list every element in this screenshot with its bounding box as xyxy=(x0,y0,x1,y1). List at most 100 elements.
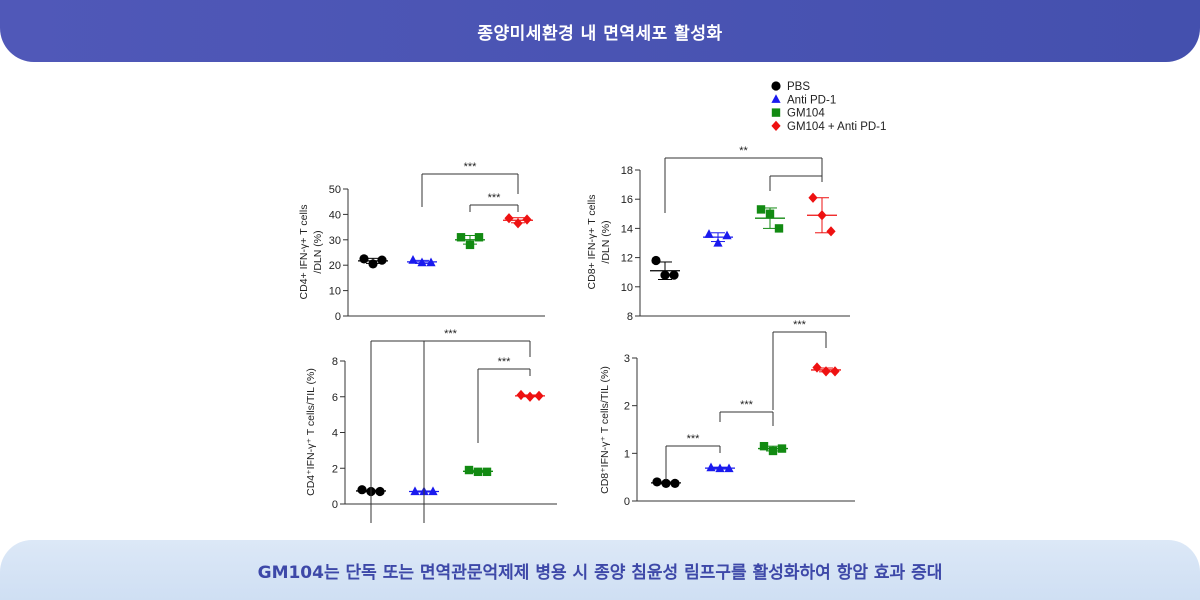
y-tick-label: 1 xyxy=(624,448,630,460)
chart-3: 0 2 4 6 8 CD4⁺IFN-γ⁺ T cells/TIL (%) *** *** xyxy=(305,328,557,523)
data-point xyxy=(504,213,514,224)
header-banner: 종양미세환경 내 면역세포 활성화 xyxy=(0,0,1200,62)
data-point xyxy=(826,226,836,237)
data-point xyxy=(465,240,475,250)
data-point xyxy=(661,478,671,488)
y-tick-label: 8 xyxy=(627,311,633,323)
data-point xyxy=(426,257,436,267)
data-point xyxy=(473,467,483,477)
data-point xyxy=(368,259,378,269)
significance-label: *** xyxy=(464,161,478,173)
legend-marker-2 xyxy=(771,108,781,117)
data-point xyxy=(817,210,827,221)
data-point xyxy=(513,218,523,229)
y-tick-label: 2 xyxy=(624,401,630,413)
significance-label: *** xyxy=(687,433,701,445)
y-tick-label: 12 xyxy=(621,253,633,265)
y-tick-label: 20 xyxy=(329,260,341,272)
data-point xyxy=(660,270,670,280)
y-tick-label: 0 xyxy=(624,496,630,508)
y-tick-label: 0 xyxy=(335,311,341,323)
y-tick-label: 2 xyxy=(332,463,338,475)
data-point xyxy=(464,465,474,475)
data-point xyxy=(756,205,766,214)
chart-1: 0 10 20 30 40 50 CD4+ IFN-γ+ T cells/DLN (%) **… xyxy=(298,161,545,323)
data-point xyxy=(765,209,775,218)
chart-4: 0 1 2 3 CD8⁺IFN-γ⁺ T cells/TIL (%) *** *** *** xyxy=(599,319,855,508)
data-point xyxy=(456,233,466,242)
data-point xyxy=(516,389,526,401)
data-point xyxy=(482,467,492,477)
data-point xyxy=(408,255,418,264)
y-tick-label: 16 xyxy=(621,194,633,206)
data-point xyxy=(428,486,438,496)
significance-label: *** xyxy=(498,356,512,368)
data-point xyxy=(704,229,714,238)
data-point xyxy=(808,192,818,203)
legend-marker-3 xyxy=(771,120,781,131)
y-tick-label: 6 xyxy=(332,392,338,404)
data-point xyxy=(652,477,662,487)
data-point xyxy=(759,441,769,451)
y-tick-label: 40 xyxy=(329,209,341,221)
y-tick-label: 4 xyxy=(332,428,338,440)
significance-label: *** xyxy=(793,319,807,331)
data-point xyxy=(359,254,369,264)
data-point xyxy=(777,444,787,453)
y-tick-label: 3 xyxy=(624,353,630,365)
y-axis-label: CD8+ IFN-γ+ T cells xyxy=(586,195,598,290)
data-point xyxy=(474,233,484,242)
data-point xyxy=(651,255,661,266)
data-point xyxy=(715,463,725,473)
data-point xyxy=(417,257,427,267)
chart-2: 8 10 12 14 16 18 CD8+ IFN-γ+ T cells/DLN (%) ** xyxy=(586,145,850,323)
significance-label: *** xyxy=(444,328,458,340)
legend-marker-1 xyxy=(771,94,781,103)
data-point xyxy=(713,237,723,247)
data-point xyxy=(375,486,385,497)
y-axis-label: /DLN (%) xyxy=(312,230,324,273)
y-axis-label: CD4⁺IFN-γ⁺ T cells/TIL (%) xyxy=(305,368,317,496)
data-point xyxy=(534,390,544,401)
y-tick-label: 8 xyxy=(332,356,338,368)
y-axis-label: CD4+ IFN-γ+ T cells xyxy=(298,205,310,300)
legend-marker-0 xyxy=(771,81,781,91)
data-point xyxy=(722,230,732,240)
footer-banner: GM104는 단독 또는 면역관문억제제 병용 시 종양 침윤성 림프구를 활성… xyxy=(0,540,1200,600)
data-point xyxy=(357,485,367,495)
significance-label: *** xyxy=(740,399,754,411)
data-point xyxy=(669,270,679,280)
y-tick-label: 14 xyxy=(621,223,633,235)
y-tick-label: 18 xyxy=(621,165,633,177)
page-title: 종양미세환경 내 면역세포 활성화 xyxy=(477,23,723,44)
legend-label: PBS xyxy=(787,81,810,93)
y-axis-label: /DLN (%) xyxy=(600,220,612,263)
legend-label: GM104 + Anti PD-1 xyxy=(787,121,886,133)
data-point xyxy=(410,486,420,496)
y-tick-label: 0 xyxy=(332,499,338,511)
y-axis-label: CD8⁺IFN-γ⁺ T cells/TIL (%) xyxy=(599,366,611,494)
data-point xyxy=(706,462,716,472)
data-point xyxy=(525,391,535,402)
data-point xyxy=(522,214,532,225)
data-point xyxy=(670,478,680,488)
y-tick-label: 10 xyxy=(329,286,341,298)
significance-label: *** xyxy=(488,192,502,204)
data-point xyxy=(724,463,734,473)
significance-label: ** xyxy=(739,145,748,157)
data-point xyxy=(768,446,778,456)
data-point xyxy=(830,366,840,377)
data-point xyxy=(774,224,784,233)
legend-label: GM104 xyxy=(787,108,825,120)
y-tick-label: 30 xyxy=(329,235,341,247)
y-tick-label: 50 xyxy=(329,184,341,196)
data-point xyxy=(377,255,387,265)
footer-caption: GM104는 단독 또는 면역관문억제제 병용 시 종양 침윤성 림프구를 활성… xyxy=(257,562,943,583)
y-tick-label: 10 xyxy=(621,282,633,294)
data-point xyxy=(821,366,831,377)
data-point xyxy=(812,362,822,373)
legend-label: Anti PD-1 xyxy=(787,94,836,106)
